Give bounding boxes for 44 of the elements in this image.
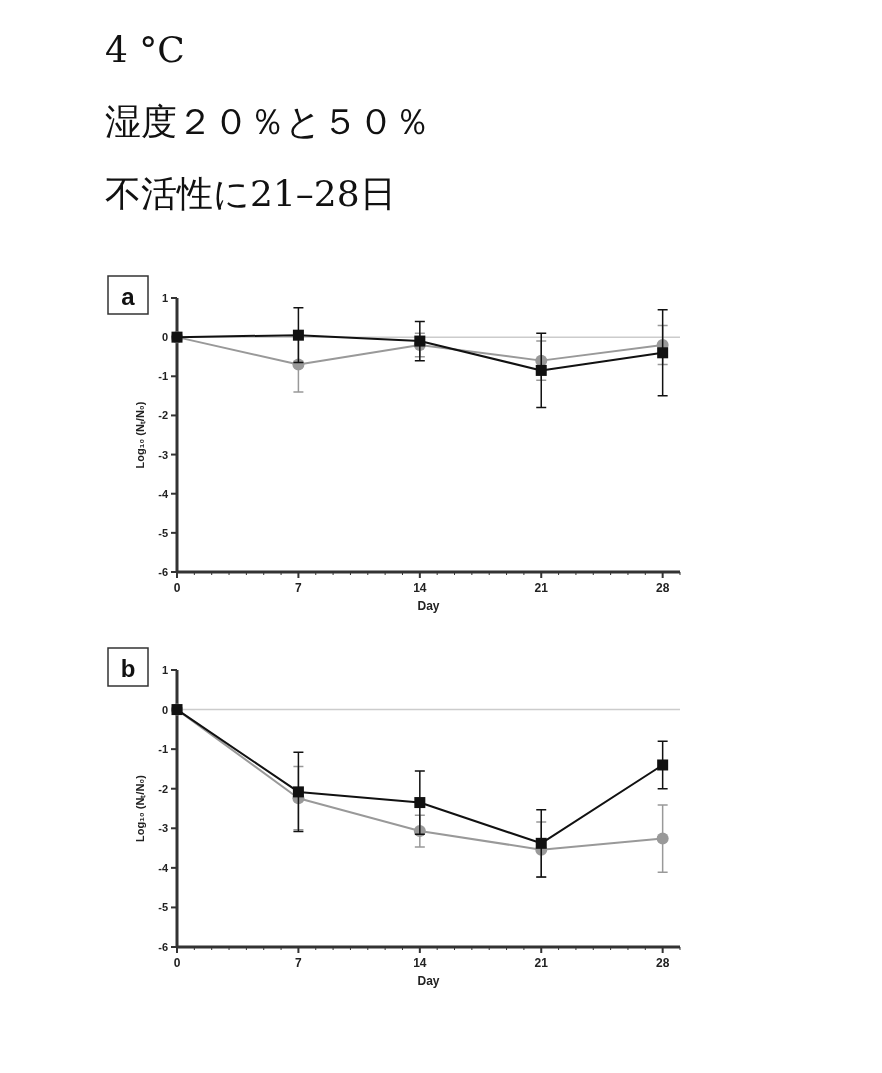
y-tick-label: -2 — [158, 782, 168, 795]
x-tick-label: 7 — [295, 581, 303, 595]
y-tick-label: -4 — [158, 861, 169, 874]
x-tick-label: 28 — [655, 956, 670, 970]
y-tick-label: -1 — [158, 370, 168, 383]
point — [657, 347, 669, 359]
x-tick-label: 28 — [655, 581, 670, 595]
x-tick-label: 14 — [413, 956, 427, 970]
x-axis-title: Day — [417, 599, 440, 613]
y-tick-label: 0 — [161, 703, 168, 716]
y-tick-label: 1 — [161, 664, 168, 676]
y-tick-label: 0 — [161, 331, 168, 344]
chart-title: b — [120, 655, 136, 682]
x-tick-label: 0 — [173, 581, 181, 595]
x-tick-label: 7 — [295, 956, 303, 970]
y-tick-label: -5 — [158, 901, 168, 914]
point — [292, 786, 304, 798]
y-tick-label: 1 — [161, 292, 168, 304]
text: 4 °C — [105, 29, 185, 70]
y-tick-label: -4 — [158, 487, 169, 500]
point — [292, 329, 304, 341]
y-axis-title: Log₁₀ (Nₜ/N₀) — [134, 774, 146, 842]
text: 不活性に21–28日 — [105, 173, 396, 214]
x-tick-label: 0 — [173, 956, 181, 970]
y-axis-title: Log₁₀ (Nₜ/N₀) — [134, 401, 146, 469]
y-tick-label: -3 — [158, 822, 168, 835]
y-tick-label: -3 — [158, 448, 168, 461]
point — [535, 837, 547, 849]
point — [414, 335, 426, 347]
text: 湿度２０％と５０％ — [105, 101, 430, 142]
point — [656, 832, 669, 845]
x-tick-label: 21 — [534, 581, 549, 595]
x-axis-title: Day — [417, 974, 440, 988]
y-tick-label: -1 — [158, 743, 168, 756]
y-tick-label: -5 — [158, 526, 168, 539]
y-tick-label: -6 — [158, 941, 168, 953]
y-tick-label: -6 — [158, 566, 168, 578]
y-tick-label: -2 — [158, 409, 168, 422]
x-tick-label: 14 — [413, 581, 427, 595]
x-tick-label: 21 — [534, 956, 549, 970]
point — [535, 364, 547, 376]
chart-title: a — [121, 283, 136, 310]
point — [657, 759, 669, 771]
point — [414, 797, 426, 809]
